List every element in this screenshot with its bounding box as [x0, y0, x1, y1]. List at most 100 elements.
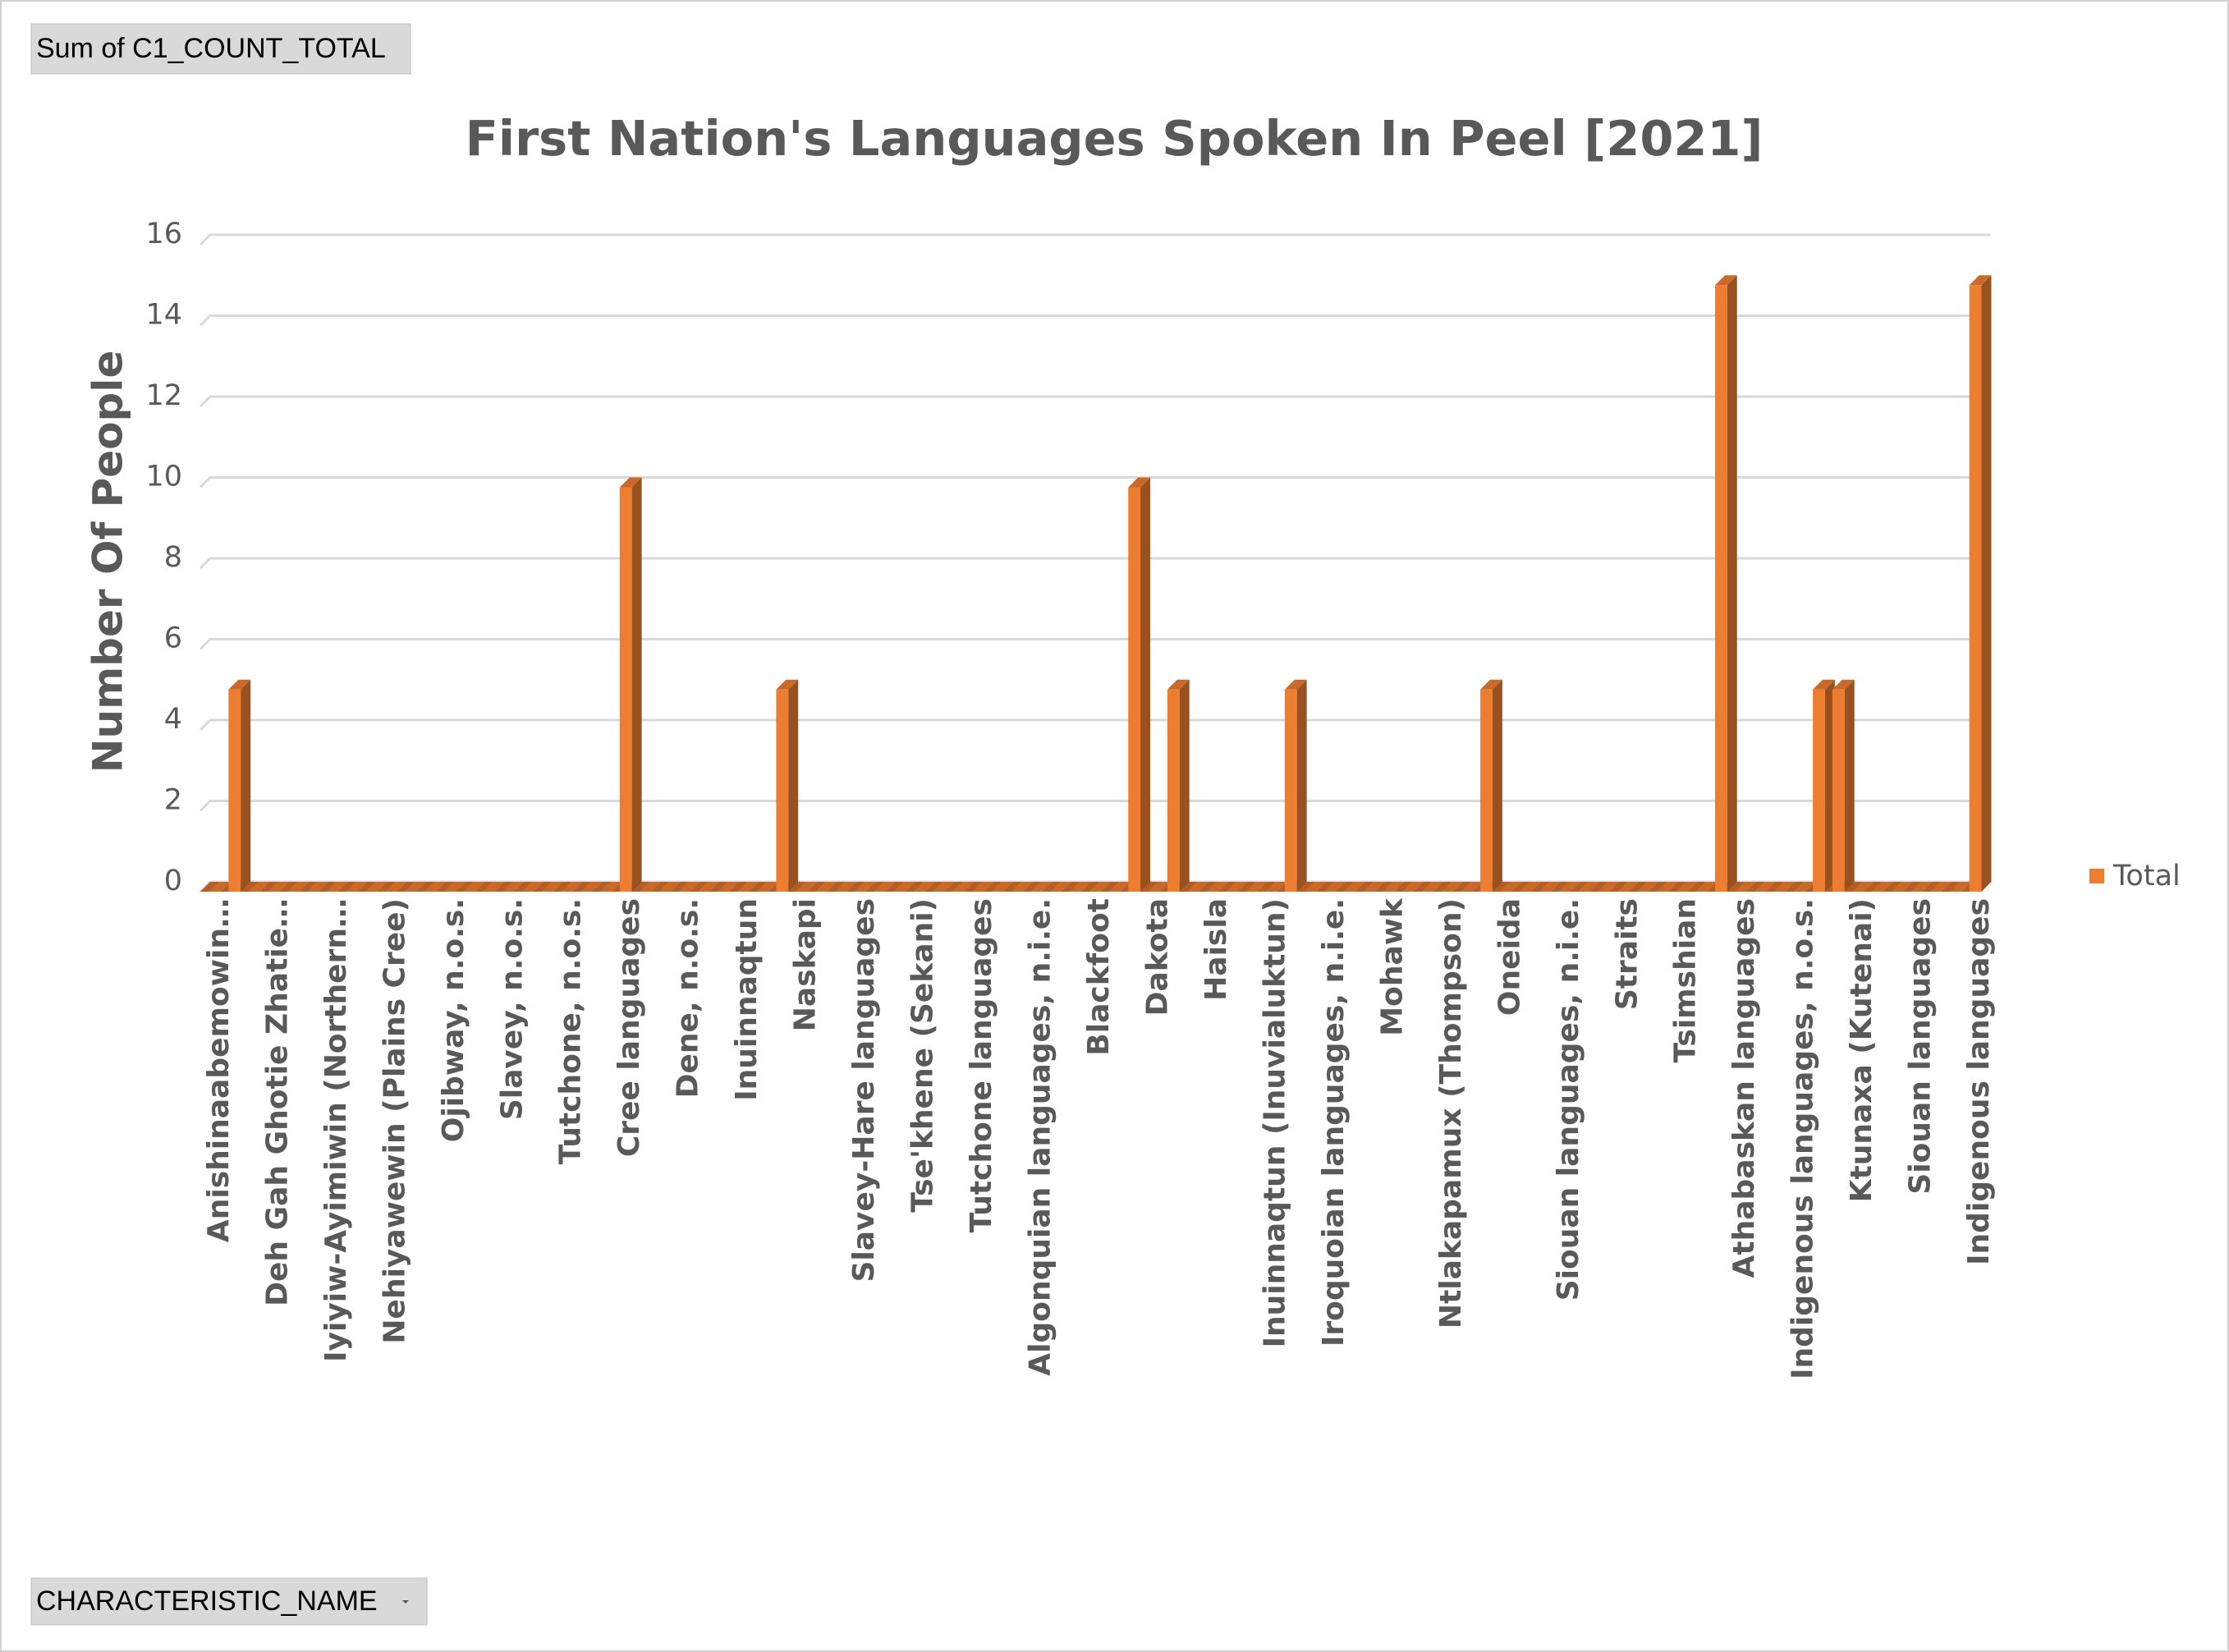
bar [384, 882, 407, 892]
bar [1011, 882, 1034, 892]
x-tick-label: Indigenous languages [1962, 898, 1996, 1265]
bar-top [1519, 882, 1542, 892]
bar-top [991, 882, 1014, 892]
bar [1714, 275, 1737, 892]
x-tick-label: Dene, n.o.s. [672, 898, 705, 1098]
bar [736, 882, 759, 892]
x-tick-label: Inuinnaqtun [730, 898, 764, 1101]
bar [1421, 882, 1444, 892]
bar-top [561, 882, 584, 892]
bar [580, 882, 603, 892]
bar [1461, 882, 1484, 892]
bar-top [698, 882, 720, 892]
bar [1343, 882, 1366, 892]
bar [1128, 477, 1151, 892]
bar [658, 882, 681, 892]
x-tick-label: Slavey-Hare languages [847, 898, 881, 1283]
bar-top [776, 679, 799, 690]
bar [443, 882, 466, 892]
value-field-button[interactable] [30, 23, 411, 75]
bar-top [1558, 882, 1581, 892]
bar [1891, 882, 1914, 892]
bar-top [209, 882, 232, 892]
y-tick-label: 10 [145, 461, 182, 493]
x-tick-label: Naskapi [789, 898, 823, 1031]
bar [287, 882, 310, 892]
y-tick-label: 4 [164, 703, 182, 736]
bar [1206, 882, 1229, 892]
bar-top [678, 882, 701, 892]
bar-top [1851, 882, 1874, 892]
value-field-label: Sum of C1_COUNT_TOTAL [36, 33, 386, 64]
bar [756, 882, 779, 892]
bar [776, 679, 799, 892]
bar-top [619, 477, 642, 488]
y-tick-label: 16 [145, 218, 182, 250]
bar-top [1148, 882, 1170, 892]
bar [1558, 882, 1581, 892]
bar [834, 882, 857, 892]
x-tick-label: Siouan languages, n.i.e. [1552, 898, 1585, 1301]
bar-top [1734, 882, 1757, 892]
bar [502, 882, 525, 892]
bar [1773, 882, 1796, 892]
bar [521, 882, 544, 892]
bar-side [1981, 275, 1992, 892]
bar-top [1832, 679, 1855, 690]
bar [874, 882, 897, 892]
bar-front [1480, 689, 1493, 892]
bar [1871, 882, 1894, 892]
bar [1519, 882, 1542, 892]
bar [1969, 275, 1992, 892]
bar-top [1304, 882, 1327, 892]
x-tick-label: Mohawk [1375, 897, 1409, 1036]
x-tick-label: Siouan languages [1904, 898, 1938, 1195]
grid-line [199, 718, 1990, 732]
bar [815, 882, 837, 892]
bar-side [1179, 679, 1190, 892]
bar-top [874, 882, 897, 892]
y-axis-title: Number Of People [85, 351, 132, 773]
bar [326, 882, 349, 892]
bar-top [796, 882, 819, 892]
bar [1480, 679, 1502, 892]
bar-top [1030, 882, 1053, 892]
bar [1284, 679, 1307, 892]
chart-title: First Nation's Languages Spoken In Peel … [466, 110, 1763, 167]
bar-top [815, 882, 837, 892]
grid-line [199, 476, 1990, 489]
bar [1695, 882, 1718, 892]
bar-top [1480, 679, 1502, 690]
bar-top [1265, 882, 1287, 892]
x-tick-label: Ojibway, n.o.s. [437, 898, 470, 1142]
bar-top [1363, 882, 1385, 892]
bar-top [1049, 882, 1072, 892]
bar [1676, 882, 1699, 892]
bar-top [384, 882, 407, 892]
x-tick-label: Straits [1610, 898, 1644, 1010]
axis-field-button[interactable] [30, 1577, 428, 1626]
bar [267, 882, 290, 892]
bar-front [619, 487, 632, 892]
bar [1186, 882, 1209, 892]
grid-line [199, 557, 1990, 570]
bar [1851, 882, 1874, 892]
bar-top [1382, 882, 1405, 892]
bar-front [1969, 285, 1982, 892]
bar-front [1284, 689, 1297, 892]
x-tick-label: Athabaskan languages [1727, 898, 1761, 1278]
bar [1089, 882, 1112, 892]
bar-front [1813, 689, 1825, 892]
bar [698, 882, 720, 892]
bar [678, 882, 701, 892]
bar-top [1401, 882, 1424, 892]
bar [1949, 882, 1972, 892]
legend-swatch [2089, 869, 2104, 883]
bar [1382, 882, 1405, 892]
bar [541, 882, 564, 892]
bar-top [1636, 882, 1659, 892]
bar-top [404, 882, 427, 892]
bar-top [1108, 882, 1131, 892]
bar-top [639, 882, 662, 892]
